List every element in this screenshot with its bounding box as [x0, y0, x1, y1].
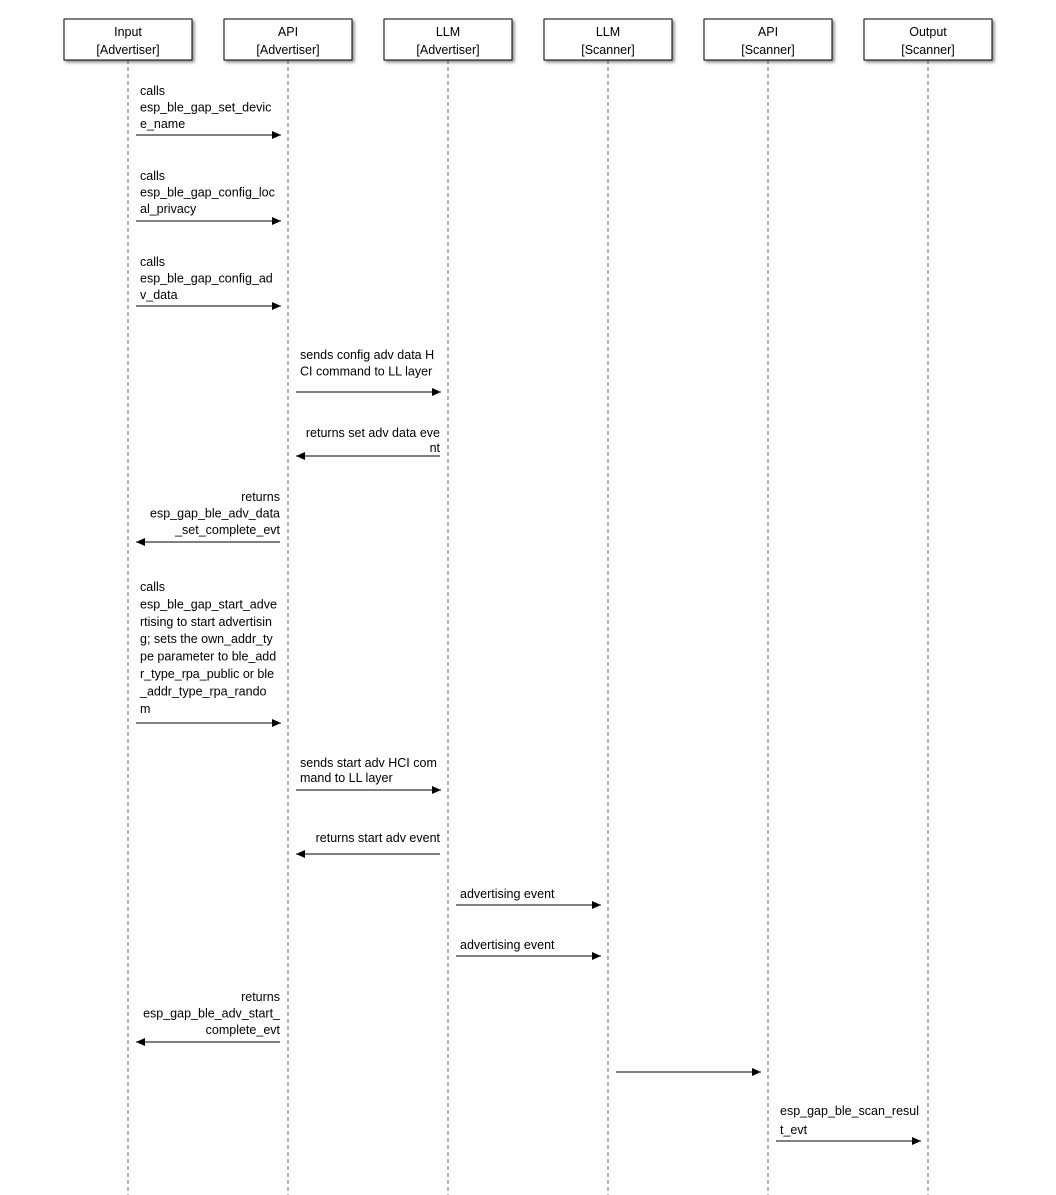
message-label: r_type_rpa_public or ble — [140, 667, 274, 681]
message-label: sends start adv HCI com — [300, 756, 437, 770]
arrowhead-icon — [136, 538, 145, 546]
message-label: returns start adv event — [316, 831, 441, 845]
participant-name: Input — [114, 25, 142, 39]
message-arrow: calls esp_ble_gap_set_devic e_name — [136, 84, 281, 139]
arrowhead-icon — [136, 1038, 145, 1046]
message-label: advertising event — [460, 887, 555, 901]
message-label: v_data — [140, 288, 178, 302]
message-label: t_evt — [780, 1123, 808, 1137]
message-label: returns set adv data eve — [306, 426, 440, 440]
message-label: advertising event — [460, 938, 555, 952]
participant-box: Output [Scanner] — [863, 18, 993, 61]
participant-name: API — [758, 25, 778, 39]
participant-role: [Advertiser] — [256, 43, 319, 57]
participant-name: LLM — [436, 25, 460, 39]
participant-role: [Scanner] — [741, 43, 795, 57]
participant-box: API [Scanner] — [703, 18, 833, 61]
message-label: complete_evt — [206, 1023, 281, 1037]
message-label: mand to LL layer — [300, 771, 393, 785]
participant-box: API [Advertiser] — [223, 18, 353, 61]
arrowhead-icon — [272, 217, 281, 225]
participant-role: [Advertiser] — [96, 43, 159, 57]
arrowhead-icon — [592, 901, 601, 909]
message-label: e_name — [140, 117, 185, 131]
message-label: pe parameter to ble_add — [140, 650, 276, 664]
message-label: returns — [241, 990, 280, 1004]
participant-name: Output — [909, 25, 947, 39]
arrowhead-icon — [752, 1068, 761, 1076]
message-label: _addr_type_rpa_rando — [139, 684, 267, 698]
message-arrow: sends config adv data H CI command to LL … — [296, 348, 441, 396]
message-label: returns — [241, 490, 280, 504]
message-arrow: advertising event — [456, 887, 601, 909]
participant-box: Input [Advertiser] — [63, 18, 193, 61]
arrowhead-icon — [432, 786, 441, 794]
message-arrow: returns esp_gap_ble_adv_start_ complete_ev… — [136, 990, 281, 1046]
arrowhead-icon — [272, 719, 281, 727]
message-label: esp_gap_ble_scan_resul — [780, 1104, 919, 1118]
participant-name: API — [278, 25, 298, 39]
message-label: nt — [430, 441, 441, 455]
message-arrow: returns esp_gap_ble_adv_data _set_complete… — [136, 490, 281, 546]
participant-role: [Scanner] — [581, 43, 635, 57]
participant-box: LLM [Scanner] — [543, 18, 673, 61]
message-label: g; sets the own_addr_ty — [140, 632, 273, 646]
message-arrow: calls esp_ble_gap_config_loc al_privacy — [136, 169, 281, 225]
message-label: sends config adv data H — [300, 348, 434, 362]
participant-role: [Advertiser] — [416, 43, 479, 57]
message-label: esp_gap_ble_adv_start_ — [143, 1007, 281, 1021]
arrowhead-icon — [272, 131, 281, 139]
message-label: rtising to start advertisin — [140, 615, 272, 629]
message-label: calls — [140, 580, 165, 594]
message-arrow: advertising event — [456, 938, 601, 960]
arrowhead-icon — [592, 952, 601, 960]
message-arrow — [616, 1068, 761, 1076]
arrowhead-icon — [432, 388, 441, 396]
message-label: esp_ble_gap_set_devic — [140, 101, 271, 115]
arrowhead-icon — [912, 1137, 921, 1145]
message-label: CI command to LL layer — [300, 365, 432, 379]
message-label: esp_ble_gap_start_adve — [140, 597, 277, 611]
message-arrow: returns start adv event — [296, 831, 441, 858]
message-arrow: sends start adv HCI command to LL layer — [296, 756, 441, 794]
arrowhead-icon — [272, 302, 281, 310]
message-label: esp_ble_gap_config_ad — [140, 272, 273, 286]
participant-role: [Scanner] — [901, 43, 955, 57]
arrowhead-icon — [296, 452, 305, 460]
arrowhead-icon — [296, 850, 305, 858]
message-label: esp_ble_gap_config_loc — [140, 186, 275, 200]
message-arrow: returns set adv data event — [296, 426, 441, 460]
participant-name: LLM — [596, 25, 620, 39]
message-label: m — [140, 702, 150, 716]
message-label: calls — [140, 84, 165, 98]
message-label: al_privacy — [140, 202, 197, 216]
message-label: esp_gap_ble_adv_data — [150, 507, 280, 521]
message-arrow: calls esp_ble_gap_config_ad v_data — [136, 255, 281, 310]
participant-box: LLM [Advertiser] — [383, 18, 513, 61]
message-arrow: calls esp_ble_gap_start_advertising to st… — [136, 580, 281, 727]
message-label: _set_complete_evt — [174, 523, 280, 537]
message-arrow: esp_gap_ble_scan_resul t_evt — [776, 1104, 921, 1145]
message-label: calls — [140, 169, 165, 183]
message-label: calls — [140, 255, 165, 269]
